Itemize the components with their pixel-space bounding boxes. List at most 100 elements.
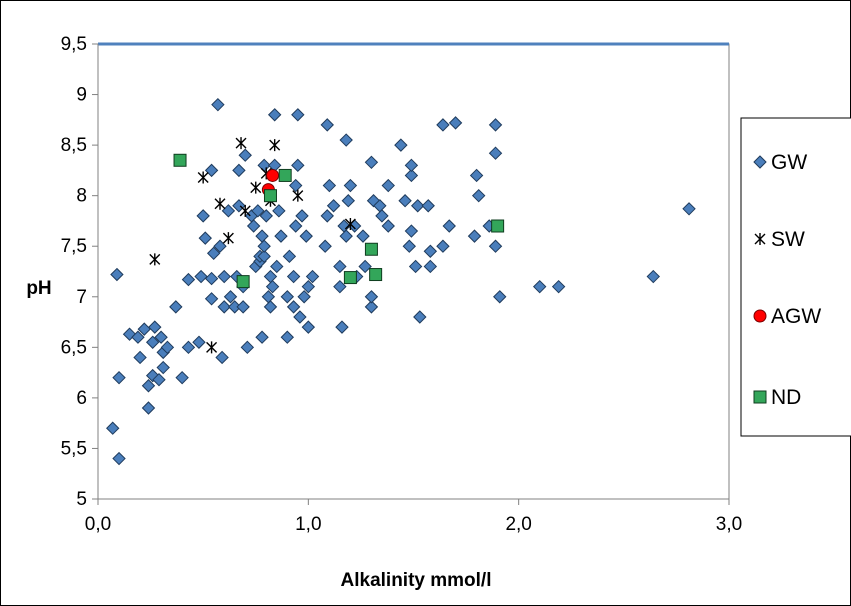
- data-point-gw: [343, 178, 358, 193]
- data-point-gw: [265, 279, 280, 294]
- data-point-nd: [278, 168, 292, 182]
- data-point-gw: [423, 244, 438, 258]
- data-point-sw: [222, 232, 234, 245]
- data-point-gw: [436, 118, 450, 132]
- data-point-gw: [394, 138, 408, 152]
- y-tick-label: 8,5: [61, 135, 87, 156]
- data-point-sw: [344, 217, 356, 230]
- data-point-gw: [110, 267, 124, 282]
- data-point-gw: [112, 451, 126, 466]
- axes-layer: 5 5,5 6 6,5 7 7,5 8 8,5 9 9,5 0,0 1,0 2,0 3,0: [61, 34, 743, 535]
- x-tick-label: 2,0: [505, 514, 531, 535]
- data-point-gw: [251, 204, 265, 218]
- legend-label-gw: GW: [771, 151, 807, 174]
- data-point-gw: [259, 209, 273, 223]
- data-point-gw: [436, 239, 450, 253]
- data-point-gw: [267, 108, 282, 122]
- data-point-gw: [280, 290, 295, 304]
- data-point-gw: [333, 259, 347, 274]
- data-point-gw: [240, 340, 255, 355]
- data-point-nd: [369, 268, 383, 282]
- data-point-gw: [333, 279, 347, 294]
- data-point-gw: [646, 269, 660, 284]
- data-point-gw: [421, 199, 435, 213]
- y-tick-label: 7: [76, 287, 87, 308]
- x-axis-title: Alkalinity mmol/l: [341, 570, 492, 591]
- data-point-nd: [173, 153, 187, 167]
- data-point-nd: [364, 242, 378, 256]
- data-point-sw: [239, 204, 251, 217]
- data-point-gw: [272, 204, 286, 218]
- data-point-gw: [141, 401, 156, 415]
- y-tick-label: 7,5: [61, 236, 87, 257]
- data-point-nd: [343, 271, 357, 285]
- data-point-gw: [301, 279, 316, 294]
- data-point-gw: [381, 178, 395, 193]
- data-point-gw: [402, 239, 417, 253]
- data-point-nd: [263, 189, 277, 203]
- data-point-sw: [269, 139, 281, 152]
- data-point-gw: [280, 330, 295, 344]
- data-point-gw: [112, 370, 126, 385]
- legend-label-nd: ND: [771, 386, 801, 409]
- legend-marker-sw: [754, 233, 766, 245]
- data-point-gw: [196, 209, 210, 223]
- data-point-gw: [232, 163, 246, 178]
- data-point-gw: [295, 209, 309, 223]
- series-gw: [106, 97, 696, 466]
- data-point-gw: [141, 379, 156, 393]
- data-point-gw: [274, 229, 288, 243]
- data-point-gw: [291, 158, 305, 173]
- data-point-gw: [289, 219, 303, 233]
- data-point-gw: [423, 259, 438, 274]
- data-point-gw: [413, 310, 427, 324]
- data-point-gw: [335, 320, 349, 334]
- data-point-gw: [246, 219, 261, 233]
- data-point-gw: [299, 229, 313, 243]
- y-tick-label: 6,5: [61, 337, 87, 358]
- data-point-sw: [292, 189, 304, 202]
- plot-layer: [98, 42, 729, 466]
- legend: GW SW AGW ND: [740, 117, 851, 437]
- data-point-gw: [682, 202, 696, 216]
- data-point-gw: [301, 320, 316, 334]
- data-point-gw: [131, 330, 145, 344]
- data-point-gw: [160, 340, 175, 355]
- data-point-gw: [169, 300, 183, 314]
- data-point-gw: [181, 340, 196, 355]
- data-point-nd: [491, 219, 505, 233]
- data-point-sw: [197, 171, 209, 184]
- data-point-gw: [204, 271, 219, 286]
- data-point-gw: [236, 300, 250, 314]
- data-point-gw: [404, 158, 419, 173]
- data-point-gw: [326, 199, 341, 213]
- data-point-gw: [217, 269, 231, 284]
- data-point-gw: [286, 269, 301, 284]
- data-point-gw: [364, 155, 379, 170]
- data-point-nd: [236, 275, 250, 289]
- data-point-gw: [471, 188, 486, 203]
- data-point-gw: [358, 259, 372, 274]
- data-point-gw: [213, 239, 227, 253]
- data-point-gw: [270, 259, 284, 274]
- data-point-gw: [194, 269, 208, 284]
- y-tick-label: 5: [76, 489, 87, 510]
- data-point-gw: [320, 118, 334, 132]
- data-point-gw: [364, 300, 379, 314]
- plot-area: [97, 43, 730, 500]
- y-tick-label: 9,5: [61, 34, 87, 55]
- data-point-gw: [192, 335, 206, 349]
- data-point-gw: [375, 209, 389, 223]
- data-point-gw: [404, 224, 419, 238]
- data-point-gw: [206, 246, 221, 261]
- data-point-gw: [133, 350, 147, 365]
- data-point-gw: [255, 330, 269, 344]
- legend-label-sw: SW: [771, 228, 805, 251]
- data-point-gw: [551, 279, 566, 294]
- data-point-gw: [181, 272, 196, 287]
- y-tick-label: 5,5: [61, 438, 87, 459]
- data-point-gw: [532, 279, 547, 294]
- data-point-gw: [289, 178, 303, 193]
- data-point-agw: [266, 168, 280, 182]
